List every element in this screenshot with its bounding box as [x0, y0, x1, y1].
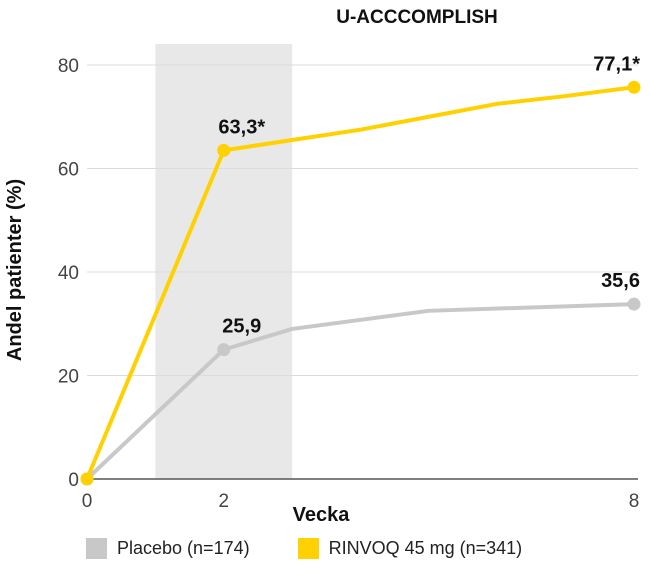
y-tick-labels: 0 20 40 60 80 [58, 56, 79, 491]
series-line-1 [85, 85, 636, 481]
y-tick-label: 20 [58, 367, 79, 388]
x-tick-label: 2 [218, 491, 229, 512]
data-labels: 25,9 35,6 63,3* 77,1* [218, 53, 640, 337]
y-tick-label: 0 [68, 470, 79, 491]
x-tick-label: 8 [629, 491, 640, 512]
data-label: 25,9 [222, 316, 261, 338]
legend-label-rinvoq: RINVOQ 45 mg (n=341) [328, 538, 523, 558]
y-axis-label: Andel patienter (%) [4, 179, 26, 361]
gridlines [87, 64, 638, 376]
chart-title: U-ACCCOMPLISH [336, 7, 498, 28]
legend-swatch-placebo [86, 538, 107, 559]
series-line-0 [85, 302, 636, 481]
y-tick-label: 40 [58, 263, 79, 284]
data-point [217, 343, 231, 357]
x-tick-label: 0 [82, 491, 93, 512]
data-point [627, 297, 641, 311]
line-chart: U-ACCCOMPLISH 0 20 40 60 80 0 2 8 Andel patien… [4, 7, 641, 526]
x-tick-labels: 0 2 8 [82, 491, 640, 512]
legend-swatch-rinvoq [297, 538, 319, 559]
data-point [217, 143, 231, 157]
x-axis-label: Vecka [293, 504, 351, 526]
data-point [80, 472, 94, 486]
legend-label-placebo: Placebo (n=174) [117, 538, 250, 558]
y-tick-label: 80 [58, 56, 79, 77]
legend-item-rinvoq: RINVOQ 45 mg (n=341) [297, 538, 523, 559]
series-layer [80, 80, 641, 486]
data-label: 35,6 [601, 270, 640, 292]
data-label: 63,3* [218, 116, 265, 138]
legend: Placebo (n=174) RINVOQ 45 mg (n=341) [86, 538, 570, 559]
y-tick-label: 60 [58, 160, 79, 181]
legend-item-placebo: Placebo (n=174) [86, 538, 250, 559]
data-point [627, 80, 641, 94]
data-label: 77,1* [593, 53, 640, 75]
